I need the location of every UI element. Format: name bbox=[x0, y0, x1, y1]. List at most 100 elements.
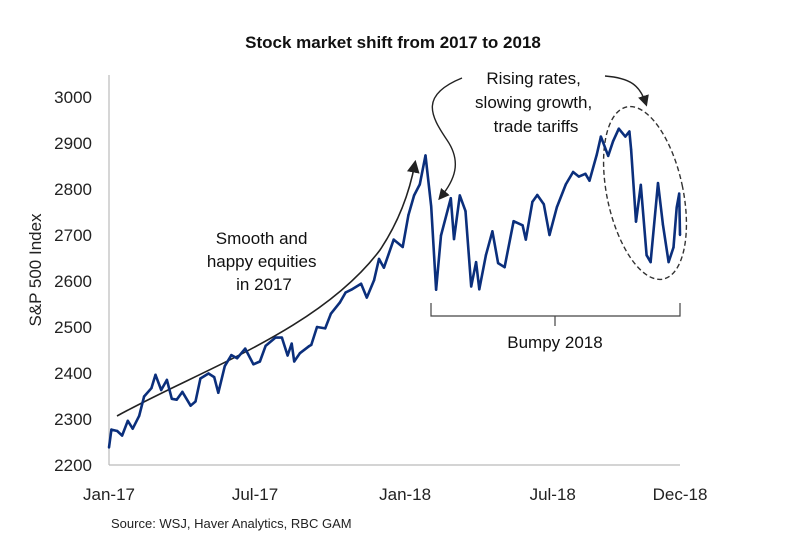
data-point bbox=[235, 357, 239, 360]
data-point bbox=[634, 220, 638, 223]
data-point bbox=[584, 172, 587, 176]
data-point bbox=[280, 336, 284, 339]
data-point bbox=[298, 352, 302, 355]
data-point bbox=[503, 266, 506, 269]
rising-rates-arrow-left bbox=[431, 77, 463, 201]
data-point bbox=[120, 434, 124, 437]
data-point bbox=[629, 148, 633, 151]
data-point bbox=[639, 183, 643, 187]
x-tick-label: Jul-18 bbox=[530, 485, 576, 504]
x-tick-label: Jul-17 bbox=[232, 485, 278, 504]
data-point bbox=[131, 427, 134, 430]
data-point bbox=[677, 192, 681, 195]
data-point bbox=[213, 375, 216, 379]
data-point bbox=[611, 139, 615, 143]
data-point bbox=[424, 154, 427, 157]
x-tick-label: Jan-18 bbox=[379, 485, 431, 504]
data-point bbox=[512, 220, 515, 223]
y-tick-label: 2500 bbox=[54, 318, 92, 337]
data-point bbox=[401, 245, 404, 249]
data-point bbox=[434, 288, 438, 291]
data-point bbox=[649, 260, 652, 264]
rising-rates-annotation: Rising rates, slowing growth, trade tari… bbox=[475, 69, 597, 136]
bumpy-2018-bracket bbox=[430, 303, 681, 326]
data-point bbox=[536, 193, 539, 197]
data-point bbox=[258, 360, 262, 363]
data-point bbox=[274, 336, 277, 339]
data-point bbox=[307, 345, 311, 348]
data-point bbox=[292, 360, 296, 363]
data-point bbox=[290, 342, 293, 345]
data-point bbox=[286, 354, 289, 357]
data-point bbox=[474, 260, 478, 264]
data-point bbox=[599, 135, 603, 138]
data-point bbox=[107, 446, 111, 449]
smooth-annotation: Smooth and happy equities in 2017 bbox=[207, 229, 321, 294]
data-point bbox=[199, 377, 202, 380]
data-point bbox=[571, 170, 575, 174]
data-point bbox=[365, 296, 368, 299]
y-tick-label: 2800 bbox=[54, 180, 92, 199]
data-point bbox=[595, 153, 598, 156]
data-point bbox=[661, 223, 665, 226]
data-point bbox=[531, 200, 534, 204]
data-point bbox=[624, 135, 627, 138]
data-point bbox=[491, 230, 494, 233]
data-point bbox=[264, 344, 267, 348]
data-point bbox=[137, 414, 141, 417]
y-tick-label: 2400 bbox=[54, 364, 92, 383]
y-tick-label: 2200 bbox=[54, 456, 92, 475]
data-point bbox=[588, 179, 591, 182]
data-point bbox=[377, 257, 381, 261]
data-point bbox=[372, 278, 376, 282]
data-point bbox=[189, 404, 192, 407]
data-point bbox=[458, 194, 461, 197]
data-point bbox=[115, 429, 119, 433]
data-point bbox=[223, 364, 227, 368]
x-tick-label: Jan-17 bbox=[83, 485, 135, 504]
data-point bbox=[449, 197, 452, 200]
data-point bbox=[350, 288, 353, 291]
rising-rates-arrow-right bbox=[604, 75, 649, 107]
data-point bbox=[564, 183, 567, 186]
y-tick-label: 2300 bbox=[54, 410, 92, 429]
chart-title: Stock market shift from 2017 to 2018 bbox=[245, 33, 541, 52]
data-point bbox=[150, 386, 153, 390]
data-point bbox=[577, 175, 581, 178]
data-point bbox=[323, 327, 327, 330]
data-point bbox=[496, 261, 500, 265]
data-point bbox=[407, 214, 410, 217]
data-point bbox=[154, 373, 157, 377]
data-point bbox=[452, 237, 456, 241]
data-point bbox=[430, 205, 433, 208]
data-point bbox=[110, 428, 113, 431]
data-point bbox=[464, 209, 467, 213]
trend-arrow bbox=[116, 159, 420, 417]
bumpy-annotation: Bumpy 2018 bbox=[507, 333, 602, 352]
data-point bbox=[344, 291, 347, 294]
data-point bbox=[678, 233, 682, 237]
data-point bbox=[252, 363, 255, 366]
data-point bbox=[672, 246, 675, 249]
data-point bbox=[181, 390, 184, 394]
data-point bbox=[207, 372, 210, 375]
data-point bbox=[542, 202, 545, 206]
data-point bbox=[412, 194, 416, 197]
data-point bbox=[244, 347, 247, 350]
data-point bbox=[329, 312, 333, 315]
data-point bbox=[310, 343, 313, 347]
data-point bbox=[382, 266, 386, 269]
data-point bbox=[675, 206, 678, 209]
x-tick-label: Dec-18 bbox=[653, 485, 708, 504]
data-point bbox=[555, 206, 559, 209]
data-point bbox=[667, 260, 670, 264]
data-point bbox=[478, 288, 481, 291]
data-point bbox=[617, 127, 621, 130]
data-point bbox=[217, 391, 220, 394]
data-point bbox=[170, 397, 174, 400]
data-point bbox=[521, 224, 524, 227]
data-point bbox=[315, 325, 319, 329]
data-point bbox=[230, 353, 233, 357]
data-point bbox=[469, 285, 473, 288]
